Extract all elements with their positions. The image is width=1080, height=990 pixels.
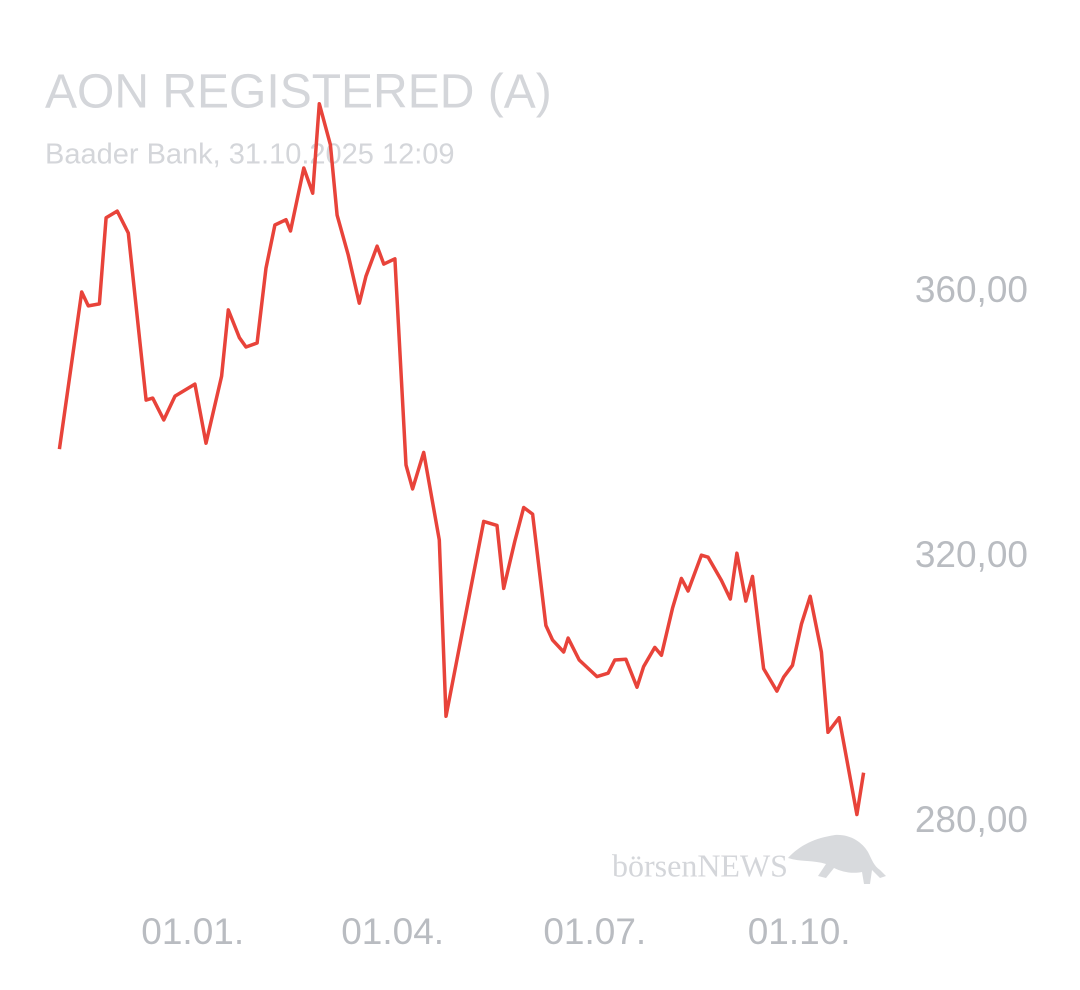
watermark-logo	[788, 834, 886, 884]
watermark: börsenNEWS	[612, 847, 788, 883]
chart-subtitle: Baader Bank, 31.10.2025 12:09	[45, 139, 455, 171]
y-tick-label: 360,00	[915, 269, 1028, 310]
y-tick-label: 320,00	[915, 534, 1028, 575]
x-tick-label: 01.04.	[341, 911, 444, 952]
price-line	[57, 101, 866, 817]
x-tick-label: 01.10.	[748, 911, 851, 952]
x-tick-label: 01.01.	[141, 911, 244, 952]
y-tick-label: 280,00	[915, 799, 1028, 840]
watermark-bull	[788, 834, 886, 884]
chart-title: AON REGISTERED (A)	[45, 66, 552, 119]
x-tick-label: 01.07.	[543, 911, 646, 952]
